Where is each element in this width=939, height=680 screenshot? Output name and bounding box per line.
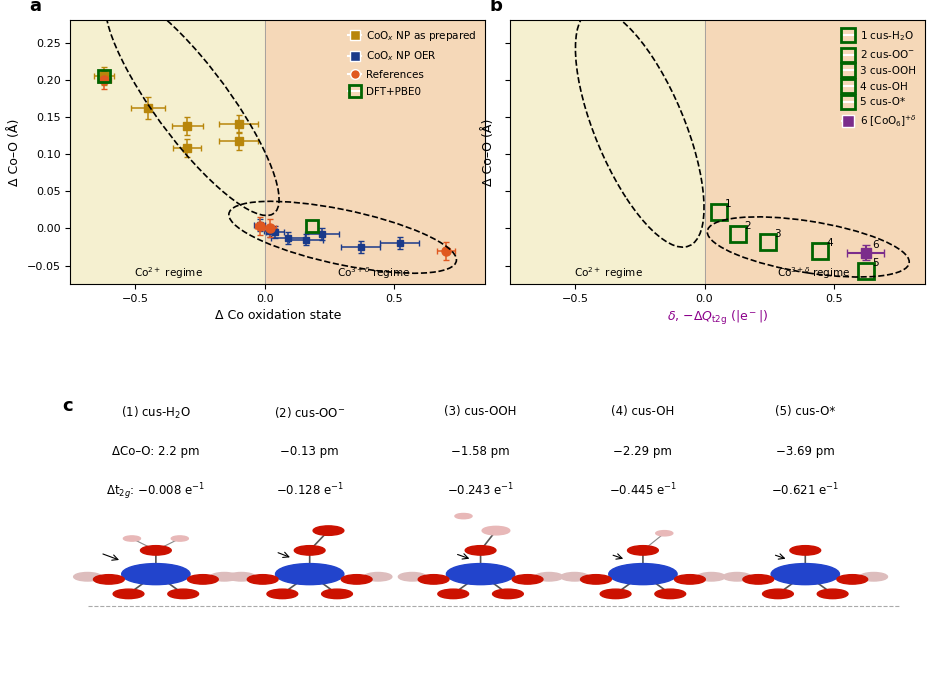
Text: 6: 6 bbox=[872, 240, 879, 250]
Circle shape bbox=[627, 545, 658, 555]
Circle shape bbox=[790, 545, 821, 555]
Text: 4: 4 bbox=[826, 238, 833, 248]
Circle shape bbox=[94, 575, 124, 584]
Text: a: a bbox=[29, 0, 41, 15]
Circle shape bbox=[771, 564, 839, 585]
Circle shape bbox=[654, 589, 685, 598]
Text: −0.128 e$^{-1}$: −0.128 e$^{-1}$ bbox=[276, 482, 344, 498]
Circle shape bbox=[114, 589, 144, 598]
Text: Co$^{3+δ}$ regime: Co$^{3+δ}$ regime bbox=[337, 266, 410, 282]
Bar bbox=[70, 20, 265, 284]
Circle shape bbox=[73, 573, 101, 581]
Text: −0.243 e$^{-1}$: −0.243 e$^{-1}$ bbox=[447, 482, 515, 498]
Circle shape bbox=[837, 575, 868, 584]
Circle shape bbox=[313, 526, 344, 535]
Text: 2: 2 bbox=[745, 221, 751, 231]
Circle shape bbox=[322, 589, 352, 598]
Text: −0.445 e$^{-1}$: −0.445 e$^{-1}$ bbox=[609, 482, 677, 498]
Circle shape bbox=[465, 545, 496, 555]
Circle shape bbox=[168, 589, 199, 598]
Text: Δt$_{2g}$: −0.008 e$^{-1}$: Δt$_{2g}$: −0.008 e$^{-1}$ bbox=[106, 482, 206, 503]
Circle shape bbox=[438, 589, 469, 598]
Text: (4) cus-OH: (4) cus-OH bbox=[611, 405, 674, 418]
Circle shape bbox=[294, 545, 325, 555]
Text: −0.621 e$^{-1}$: −0.621 e$^{-1}$ bbox=[771, 482, 839, 498]
Bar bbox=[510, 20, 704, 284]
Circle shape bbox=[141, 545, 171, 555]
Circle shape bbox=[655, 530, 673, 536]
Text: c: c bbox=[62, 397, 72, 415]
Text: (2) cus-OO$^{-}$: (2) cus-OO$^{-}$ bbox=[274, 405, 346, 420]
Text: (3) cus-OOH: (3) cus-OOH bbox=[444, 405, 516, 418]
Bar bbox=[704, 20, 925, 284]
Circle shape bbox=[600, 589, 631, 598]
Circle shape bbox=[210, 573, 239, 581]
Legend: 1 cus-H$_2$O, 2 cus-OO$^{-}$, 3 cus-OOH, 4 cus-OH, 5 cus-O*, 6 [CoO$_6$]$^{+δ}$: 1 cus-H$_2$O, 2 cus-OO$^{-}$, 3 cus-OOH,… bbox=[839, 26, 919, 132]
Circle shape bbox=[860, 573, 887, 581]
Text: −0.13 pm: −0.13 pm bbox=[281, 445, 339, 458]
Circle shape bbox=[455, 513, 472, 519]
Text: 3: 3 bbox=[774, 228, 780, 239]
Circle shape bbox=[247, 575, 278, 584]
Circle shape bbox=[364, 573, 392, 581]
Text: (1) cus-H$_2$O: (1) cus-H$_2$O bbox=[121, 405, 191, 422]
Circle shape bbox=[341, 575, 372, 584]
X-axis label: $\delta$, $-\Delta Q_\mathrm{t2g}$ (|e$^-$|): $\delta$, $-\Delta Q_\mathrm{t2g}$ (|e$^… bbox=[667, 309, 768, 327]
Legend: CoO$_x$ NP as prepared, CoO$_x$ NP OER, References, DFT+PBE0: CoO$_x$ NP as prepared, CoO$_x$ NP OER, … bbox=[346, 26, 480, 100]
Circle shape bbox=[275, 564, 344, 585]
Circle shape bbox=[482, 526, 510, 535]
Circle shape bbox=[561, 573, 589, 581]
Text: Co$^{2+}$ regime: Co$^{2+}$ regime bbox=[134, 266, 204, 282]
Text: Co$^{3+δ}$ regime: Co$^{3+δ}$ regime bbox=[777, 266, 850, 282]
Text: 1: 1 bbox=[725, 199, 731, 209]
Circle shape bbox=[512, 575, 543, 584]
Text: −2.29 pm: −2.29 pm bbox=[613, 445, 672, 458]
Circle shape bbox=[762, 589, 793, 598]
Circle shape bbox=[122, 564, 190, 585]
Text: −3.69 pm: −3.69 pm bbox=[776, 445, 835, 458]
Circle shape bbox=[398, 573, 426, 581]
Circle shape bbox=[188, 575, 218, 584]
Bar bbox=[265, 20, 485, 284]
Circle shape bbox=[743, 575, 774, 584]
Y-axis label: Δ Co–O (Å): Δ Co–O (Å) bbox=[8, 118, 22, 186]
Text: b: b bbox=[489, 0, 502, 15]
Circle shape bbox=[580, 575, 611, 584]
Circle shape bbox=[698, 573, 725, 581]
Circle shape bbox=[418, 575, 449, 584]
X-axis label: Δ Co oxidation state: Δ Co oxidation state bbox=[215, 309, 341, 322]
Circle shape bbox=[171, 536, 189, 541]
Circle shape bbox=[817, 589, 848, 598]
Text: (5) cus-O*: (5) cus-O* bbox=[776, 405, 836, 418]
Circle shape bbox=[535, 573, 562, 581]
Circle shape bbox=[227, 573, 255, 581]
Circle shape bbox=[267, 589, 298, 598]
Text: −1.58 pm: −1.58 pm bbox=[452, 445, 510, 458]
Text: ΔCo–O: 2.2 pm: ΔCo–O: 2.2 pm bbox=[112, 445, 200, 458]
Circle shape bbox=[446, 564, 515, 585]
Circle shape bbox=[674, 575, 705, 584]
Circle shape bbox=[723, 573, 751, 581]
Circle shape bbox=[608, 564, 677, 585]
Text: Co$^{2+}$ regime: Co$^{2+}$ regime bbox=[574, 266, 643, 282]
Text: 5: 5 bbox=[872, 258, 879, 268]
Circle shape bbox=[493, 589, 523, 598]
Circle shape bbox=[123, 536, 141, 541]
Y-axis label: Δ Co–O (Å): Δ Co–O (Å) bbox=[482, 118, 495, 186]
